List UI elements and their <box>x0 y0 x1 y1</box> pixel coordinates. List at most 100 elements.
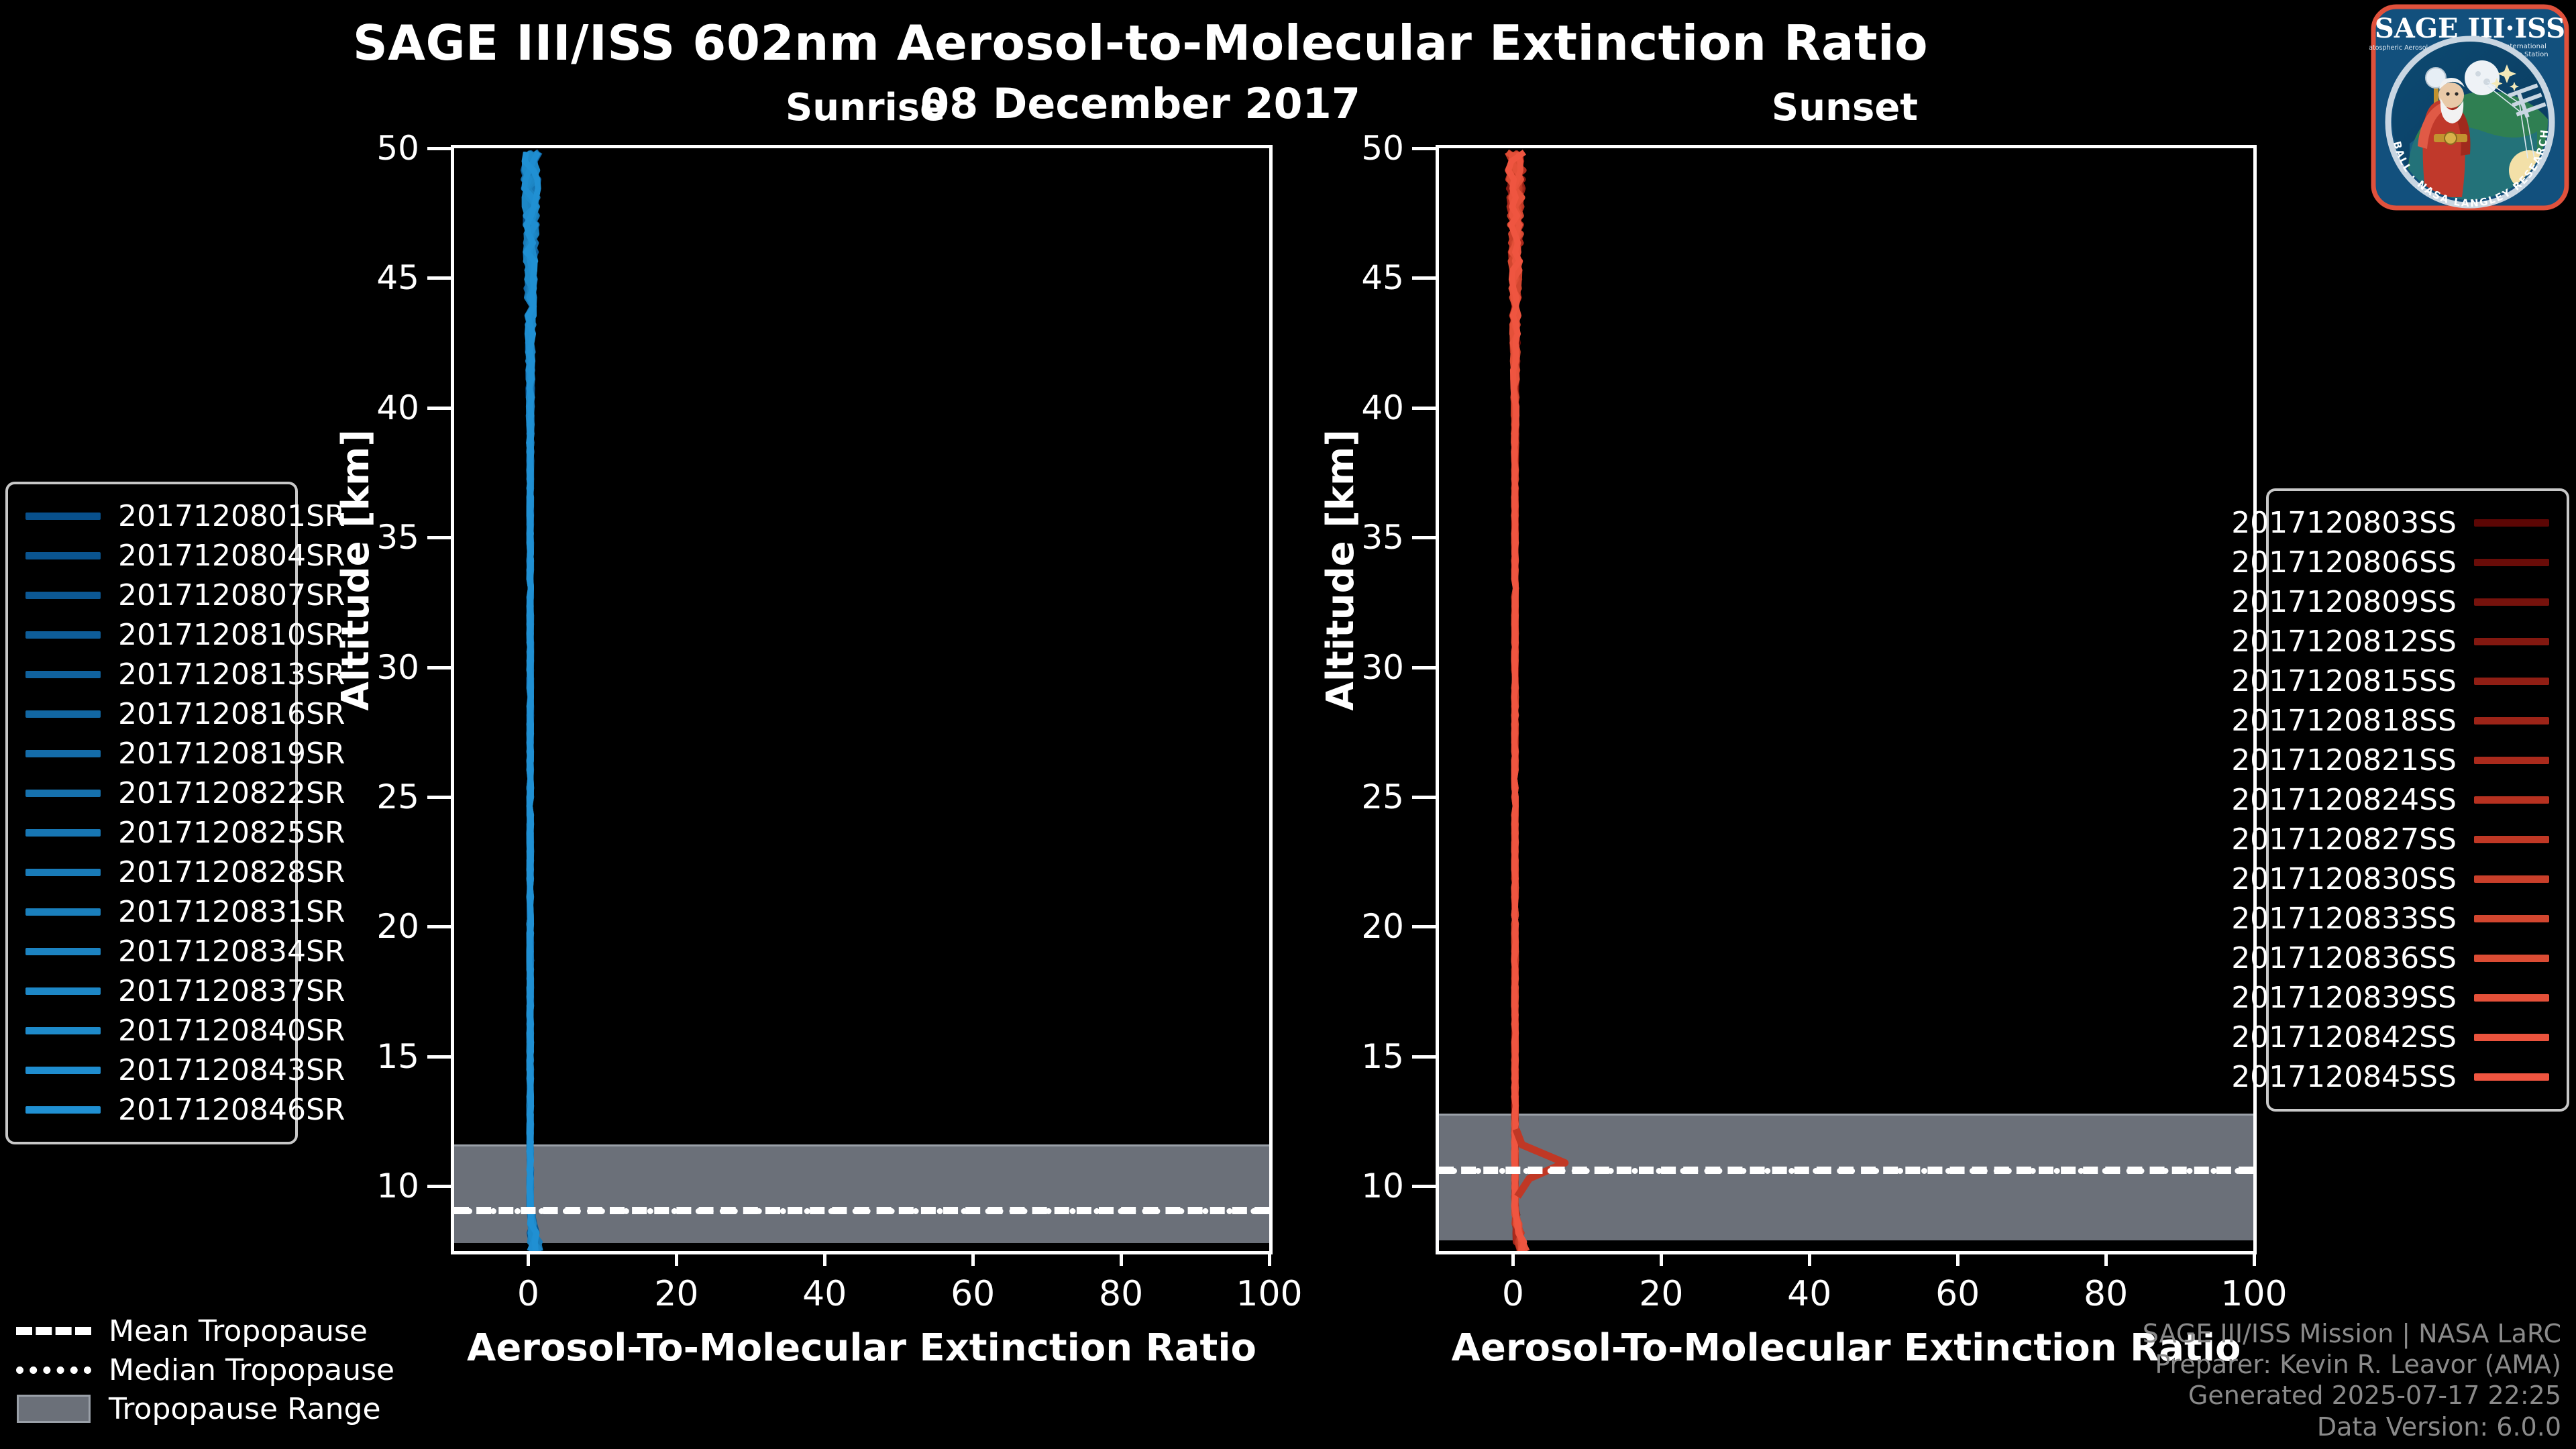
y-axis-tick-label: 45 <box>1361 258 1404 298</box>
x-axis-tick <box>1268 1251 1271 1266</box>
legend-sunset-item[interactable]: 2017120845SS <box>2231 1057 2549 1097</box>
legend-sunset-item[interactable]: 2017120824SS <box>2231 780 2549 820</box>
legend-sunset-item[interactable]: 2017120803SS <box>2231 503 2549 543</box>
legend-sunrise-item[interactable]: 2017120804SR <box>25 536 345 576</box>
legend-sunrise-item[interactable]: 2017120831SR <box>25 892 345 932</box>
legend-item-label: 2017120842SS <box>2231 1020 2457 1055</box>
legend-color-swatch <box>2474 519 2549 527</box>
y-axis-tick-label: 15 <box>1361 1036 1404 1076</box>
y-axis-tick-label: 20 <box>376 907 419 947</box>
x-axis-tick <box>1660 1251 1664 1266</box>
legend-item-label: 2017120836SS <box>2231 941 2457 975</box>
tropopause-legend-item: Median Tropopause <box>16 1350 394 1389</box>
tropopause-legend: Mean Tropopause Median Tropopause Tropopau… <box>16 1311 394 1428</box>
sage-iii-iss-mission-patch-logo: SAGE III·ISS Stratospheric Aerosol and G… <box>2359 0 2571 212</box>
legend-sunset-item[interactable]: 2017120806SS <box>2231 543 2549 582</box>
legend-sunrise-item[interactable]: 2017120819SR <box>25 734 345 773</box>
legend-sunrise-item[interactable]: 2017120846SR <box>25 1090 345 1130</box>
page-title: SAGE III/ISS 602nm Aerosol-to-Molecular … <box>352 15 1929 71</box>
profile-curves <box>1505 150 1569 1251</box>
legend-sunset-item[interactable]: 2017120830SS <box>2231 859 2549 899</box>
legend-item-label: 2017120818SS <box>2231 704 2457 738</box>
legend-sunset-item[interactable]: 2017120836SS <box>2231 938 2549 978</box>
legend-sunrise-item[interactable]: 2017120840SR <box>25 1011 345 1051</box>
legend-item-label: 2017120810SR <box>118 618 345 652</box>
plot-panel-sunset: Aerosol-To-Molecular Extinction Ratio 10… <box>1361 131 2287 1370</box>
legend-sunrise-item[interactable]: 2017120801SR <box>25 496 345 536</box>
legend-sunrise-item[interactable]: 2017120816SR <box>25 694 345 734</box>
legend-sunset-item[interactable]: 2017120833SS <box>2231 899 2549 938</box>
legend-sunrise-item[interactable]: 2017120834SR <box>25 932 345 971</box>
legend-color-swatch <box>2474 955 2549 962</box>
legend-sunset-item[interactable]: 2017120839SS <box>2231 978 2549 1018</box>
legend-sunset-item[interactable]: 2017120842SS <box>2231 1018 2549 1057</box>
legend-sunrise-item[interactable]: 2017120810SR <box>25 615 345 655</box>
legend-sunrise-item[interactable]: 2017120825SR <box>25 813 345 853</box>
x-axis-tick <box>2253 1251 2256 1266</box>
x-axis-tick-label: 100 <box>1236 1274 1303 1314</box>
y-axis-tick <box>1412 406 1439 410</box>
y-axis-tick <box>1412 665 1439 669</box>
x-axis-tick <box>527 1251 531 1266</box>
credits-line-version: Data Version: 6.0.0 <box>2316 1411 2561 1442</box>
legend-sunset-item[interactable]: 2017120815SS <box>2231 661 2549 701</box>
legend-item-label: 2017120843SR <box>118 1053 345 1087</box>
x-axis-tick <box>823 1251 827 1266</box>
y-axis-tick-label: 45 <box>376 258 419 298</box>
legend-item-label: 2017120815SS <box>2231 664 2457 698</box>
legend-item-label: 2017120828SR <box>118 855 345 890</box>
median-tropopause-dot-icon <box>16 1358 91 1381</box>
legend-item-label: 2017120806SS <box>2231 545 2457 580</box>
legend-item-label: 2017120821SS <box>2231 743 2457 777</box>
legend-item-label: 2017120816SR <box>118 697 345 731</box>
legend-sunset-item[interactable]: 2017120818SS <box>2231 701 2549 741</box>
legend-color-swatch <box>25 1027 101 1034</box>
legend-color-swatch <box>2474 678 2549 685</box>
credits-block: SAGE III/ISS Mission | NASA LaRC Prepare… <box>2143 1318 2561 1442</box>
y-axis-tick <box>427 276 454 280</box>
x-axis-tick-label: 0 <box>517 1274 539 1314</box>
y-axis-tick <box>1412 796 1439 800</box>
y-axis-tick-label: 20 <box>1361 907 1404 947</box>
legend-sunrise-item[interactable]: 2017120813SR <box>25 655 345 694</box>
legend-color-swatch <box>2474 836 2549 843</box>
legend-color-swatch <box>25 1067 101 1074</box>
plot-area-sunset <box>1439 148 2253 1251</box>
legend-sunrise-item[interactable]: 2017120822SR <box>25 773 345 813</box>
legend-color-swatch <box>25 790 101 797</box>
y-axis-tick-label: 40 <box>1361 388 1404 427</box>
legend-sunrise[interactable]: 2017120801SR 2017120804SR 2017120807SR 2017… <box>5 482 345 1144</box>
x-axis-tick <box>1511 1251 1515 1266</box>
legend-sunrise-item[interactable]: 2017120837SR <box>25 971 345 1011</box>
legend-sunrise-item[interactable]: 2017120807SR <box>25 576 345 615</box>
x-axis-tick <box>675 1251 679 1266</box>
y-axis-tick <box>427 406 454 410</box>
y-axis-tick-label: 50 <box>376 129 419 168</box>
tropopause-legend-label: Median Tropopause <box>109 1352 395 1387</box>
y-axis-tick-label: 25 <box>376 777 419 817</box>
x-axis-tick-label: 80 <box>2083 1274 2129 1314</box>
tropopause-legend-label: Tropopause Range <box>109 1391 381 1426</box>
legend-color-swatch <box>2474 915 2549 922</box>
y-axis-tick <box>1412 1055 1439 1059</box>
legend-sunset-item[interactable]: 2017120809SS <box>2231 582 2549 622</box>
y-axis-tick-label: 10 <box>1361 1167 1404 1206</box>
legend-color-swatch <box>25 750 101 757</box>
legend-sunrise-item[interactable]: 2017120843SR <box>25 1051 345 1090</box>
x-axis-title-sunset: Aerosol-To-Molecular Extinction Ratio <box>1451 1326 2241 1370</box>
legend-sunset-item[interactable]: 2017120821SS <box>2231 741 2549 780</box>
key-mark-glyph <box>16 1366 91 1374</box>
legend-sunset-item[interactable]: 2017120827SS <box>2231 820 2549 859</box>
legend-color-swatch <box>25 552 101 559</box>
y-axis-tick <box>427 796 454 800</box>
legend-sunset-item[interactable]: 2017120812SS <box>2231 622 2549 661</box>
legend-color-swatch <box>2474 994 2549 1002</box>
x-axis-tick-label: 20 <box>654 1274 699 1314</box>
x-axis-tick <box>2104 1251 2108 1266</box>
y-axis-title-sunset: Altitude [km] <box>1319 429 1362 711</box>
panel-header-sunrise: Sunrise <box>785 86 946 129</box>
legend-sunset[interactable]: 2017120803SS 2017120806SS 2017120809SS 2017… <box>2231 488 2569 1112</box>
x-axis-tick-label: 60 <box>1935 1274 1980 1314</box>
legend-sunrise-item[interactable]: 2017120828SR <box>25 853 345 892</box>
y-axis-tick-label: 15 <box>376 1036 419 1076</box>
